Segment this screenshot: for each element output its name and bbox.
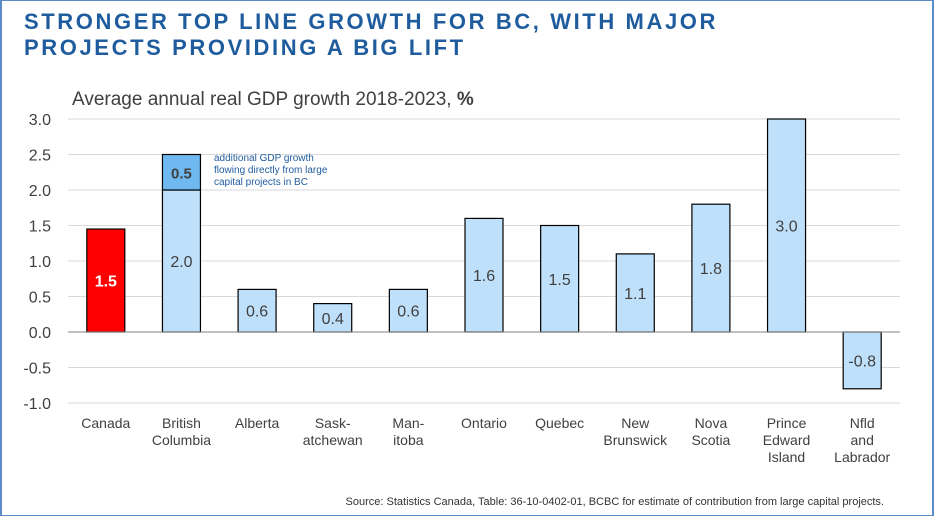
category-label: Alberta [235,415,280,431]
addon-bar [161,153,202,191]
bar [388,288,428,333]
y-tick-label: 0.0 [29,325,51,342]
data-label: 0.6 [397,304,419,321]
category-label: Island [768,449,805,465]
chart-title-main: Average annual real GDP growth 2018-2023… [72,89,457,110]
headline: STRONGER TOP LINE GROWTH FOR BC, WITH MA… [24,9,784,61]
data-label: 1.6 [473,268,495,285]
data-label: 1.1 [624,286,646,303]
data-label: 0.6 [246,304,268,321]
source-note: Source: Statistics Canada, Table: 36-10-… [345,496,884,508]
bar [86,228,126,333]
bar [540,224,580,333]
category-label: Ontario [461,415,507,431]
category-label: Quebec [535,415,584,431]
y-tick-label: -0.5 [23,361,51,378]
data-label: 0.4 [322,311,344,328]
category-label: itoba [393,432,424,448]
bar [842,331,882,390]
category-label: Prince [767,415,807,431]
category-label: New [621,415,650,431]
y-tick-label: 2.5 [29,148,51,165]
category-label: British [162,415,201,431]
data-label: 1.5 [549,272,571,289]
category-label: atchewan [303,432,363,448]
category-label: Nova [695,415,728,431]
headline-line-1: STRONGER TOP LINE GROWTH FOR BC, WITH MA… [24,9,718,34]
bar [313,303,353,333]
chart-title: Average annual real GDP growth 2018-2023… [72,89,474,110]
bar [237,288,277,333]
bar [691,203,731,333]
y-tick-label: 0.5 [29,290,51,307]
category-label: Man- [392,415,424,431]
category-label: and [851,432,874,448]
category-label: Edward [763,432,810,448]
category-label: Brunswick [603,432,668,448]
y-tick-label: -1.0 [23,396,51,413]
headline-line-2: PROJECTS PROVIDING A BIG LIFT [24,35,466,60]
addon-annotation: additional GDP growth [214,153,314,164]
bar [464,217,504,333]
category-label: Columbia [152,432,211,448]
category-label: Labrador [834,449,890,465]
bar [161,189,202,333]
y-tick-label: 3.0 [29,112,51,129]
category-label: Sask- [315,415,351,431]
y-tick-label: 1.0 [29,254,51,271]
data-label: 1.5 [95,274,117,291]
data-label: 3.0 [775,219,797,236]
addon-annotation: capital projects in BC [214,177,308,188]
data-label: -0.8 [848,353,876,370]
addon-data-label: 0.5 [171,165,192,182]
bar [766,118,807,333]
bar [615,253,655,333]
data-label: 2.0 [170,254,192,271]
category-label: Canada [81,415,130,431]
category-label: Scotia [691,432,730,448]
addon-annotation: flowing directly from large [214,165,328,176]
y-tick-label: 2.0 [29,183,51,200]
category-label: Nfld [850,415,875,431]
y-tick-label: 1.5 [29,219,51,236]
chart-title-unit: % [457,89,474,110]
data-label: 1.8 [700,261,722,278]
